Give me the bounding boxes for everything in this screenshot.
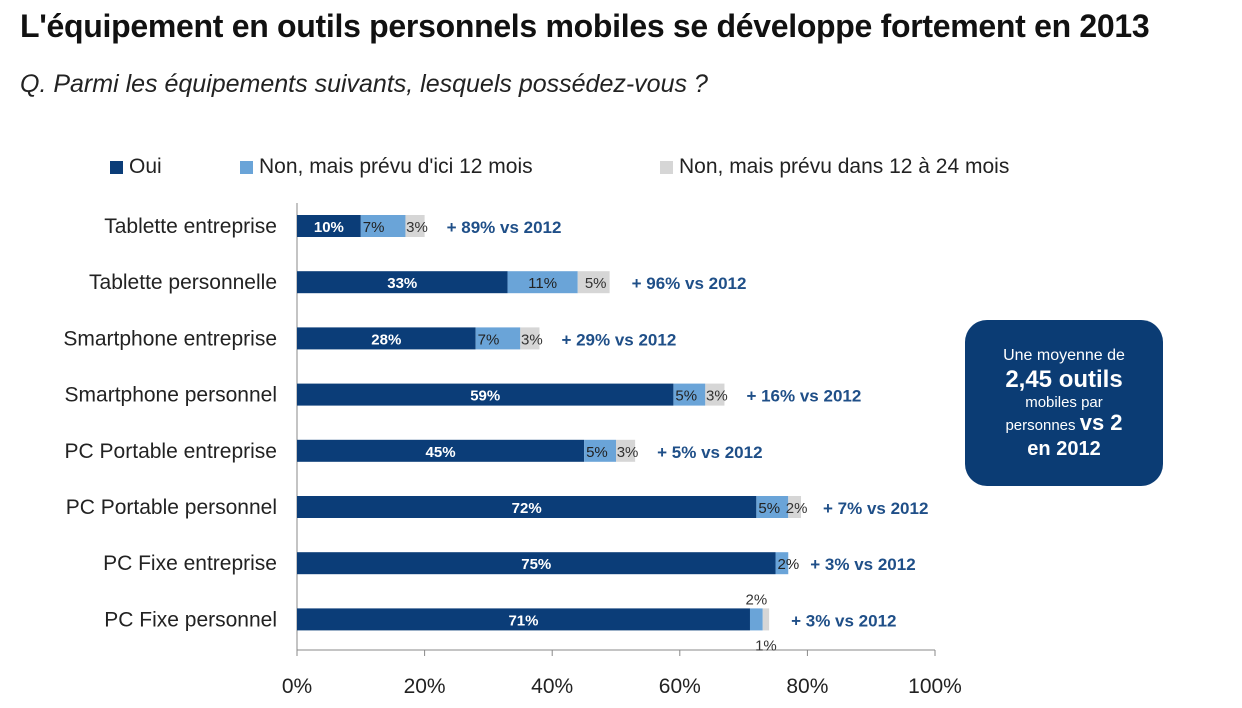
data-label-prevu-24: 3% <box>521 331 543 348</box>
bar-prevu-12 <box>360 215 406 237</box>
bar-prevu-12 <box>673 383 706 406</box>
data-label-prevu-12: 2% <box>778 556 800 573</box>
data-label-prevu-12: 5% <box>675 388 697 405</box>
bar-prevu-24 <box>762 608 770 631</box>
callout-line-4: personnes vs 2 <box>1005 409 1123 437</box>
callout-line-4-bold: vs 2 <box>1079 409 1123 435</box>
data-label-prevu-12: 5% <box>586 444 608 461</box>
growth-annotation: + 3% vs 2012 <box>791 611 896 630</box>
bar-prevu-12 <box>749 608 763 631</box>
growth-annotation: + 3% vs 2012 <box>810 555 915 574</box>
data-label-oui: 59% <box>470 388 500 405</box>
data-label-oui: 72% <box>512 500 542 517</box>
data-label-oui: 28% <box>371 331 401 348</box>
bar-prevu-24 <box>788 496 802 518</box>
chart-title: L'équipement en outils personnels mobile… <box>20 8 1150 44</box>
legend-item-prevu-24: Non, mais prévu dans 12 à 24 mois <box>660 155 1009 179</box>
legend-swatch-prevu-24 <box>660 160 673 174</box>
bar-prevu-24 <box>616 439 636 462</box>
bar-prevu-12 <box>584 439 616 462</box>
bar-prevu-12 <box>756 496 789 518</box>
data-label-prevu-12: 7% <box>478 331 500 348</box>
data-label-oui: 33% <box>387 275 417 292</box>
category-label: Smartphone personnel <box>65 384 277 407</box>
data-label-oui: 45% <box>426 444 456 461</box>
growth-annotation: + 29% vs 2012 <box>561 330 676 349</box>
growth-annotation: + 7% vs 2012 <box>823 499 928 518</box>
legend-item-oui: Oui <box>110 155 240 179</box>
chart-subtitle: Q. Parmi les équipements suivants, lesqu… <box>20 70 708 98</box>
data-label-prevu-12: 7% <box>363 219 385 236</box>
bar-prevu-24 <box>577 271 610 294</box>
bar-oui <box>297 439 585 462</box>
bar-prevu-24 <box>405 215 425 237</box>
bar-oui <box>297 552 776 575</box>
data-label-prevu-12: 2% <box>746 591 768 608</box>
data-label-prevu-12: 11% <box>528 275 557 292</box>
category-label: PC Fixe personnel <box>104 608 277 631</box>
data-label-prevu-24: 3% <box>406 219 428 236</box>
data-label-prevu-24: 3% <box>706 388 728 405</box>
growth-annotation: + 16% vs 2012 <box>746 387 861 406</box>
bar-oui <box>297 608 750 631</box>
x-tick-label: 100% <box>908 675 962 698</box>
data-label-oui: 71% <box>508 612 538 629</box>
bar-oui <box>297 271 508 294</box>
x-tick-label: 0% <box>282 675 312 698</box>
legend: Oui Non, mais prévu d'ici 12 mois Non, m… <box>110 152 1009 182</box>
category-label: Tablette entreprise <box>104 215 277 238</box>
bar-prevu-24 <box>705 383 725 406</box>
growth-annotation: + 89% vs 2012 <box>447 218 562 237</box>
bar-oui <box>297 327 476 350</box>
category-label: PC Fixe entreprise <box>103 552 277 575</box>
callout-line-3: mobiles par <box>1025 393 1103 411</box>
callout-line-5: en 2012 <box>1027 437 1101 460</box>
data-label-prevu-24: 5% <box>585 275 607 292</box>
legend-swatch-prevu-12 <box>240 160 253 174</box>
bar-oui <box>297 383 674 406</box>
x-tick-label: 60% <box>659 675 701 698</box>
data-label-prevu-24: 2% <box>786 500 808 517</box>
legend-item-prevu-12: Non, mais prévu d'ici 12 mois <box>240 155 660 179</box>
data-label-oui: 10% <box>314 219 344 236</box>
category-label: Smartphone entreprise <box>63 327 277 350</box>
bar-prevu-12 <box>475 327 521 350</box>
x-tick-label: 40% <box>531 675 573 698</box>
bar-prevu-12 <box>775 552 789 575</box>
data-label-prevu-24: 1% <box>755 637 777 654</box>
legend-label-prevu-24: Non, mais prévu dans 12 à 24 mois <box>679 155 1010 178</box>
bar-prevu-24 <box>520 327 540 350</box>
x-tick-label: 20% <box>404 675 446 698</box>
average-callout: Une moyenne de 2,45 outils mobiles par p… <box>965 320 1163 486</box>
bar-prevu-12 <box>507 271 578 294</box>
callout-line-2: 2,45 outils <box>1005 365 1123 393</box>
bar-oui <box>297 215 361 237</box>
data-label-prevu-24: 3% <box>617 444 639 461</box>
category-label: Tablette personnelle <box>89 271 277 294</box>
data-label-prevu-12: 5% <box>758 500 780 517</box>
data-label-oui: 75% <box>521 556 551 573</box>
growth-annotation: + 96% vs 2012 <box>632 274 747 293</box>
x-tick-label: 80% <box>786 675 828 698</box>
legend-label-prevu-12: Non, mais prévu d'ici 12 mois <box>259 155 533 178</box>
legend-swatch-oui <box>110 160 123 174</box>
growth-annotation: + 5% vs 2012 <box>657 443 762 462</box>
category-label: PC Portable entreprise <box>65 440 277 463</box>
category-label: PC Portable personnel <box>66 496 277 519</box>
callout-line-1: Une moyenne de <box>1003 346 1125 364</box>
bar-oui <box>297 496 757 518</box>
legend-label-oui: Oui <box>129 155 162 178</box>
callout-line-4-prefix: personnes <box>1005 416 1076 434</box>
